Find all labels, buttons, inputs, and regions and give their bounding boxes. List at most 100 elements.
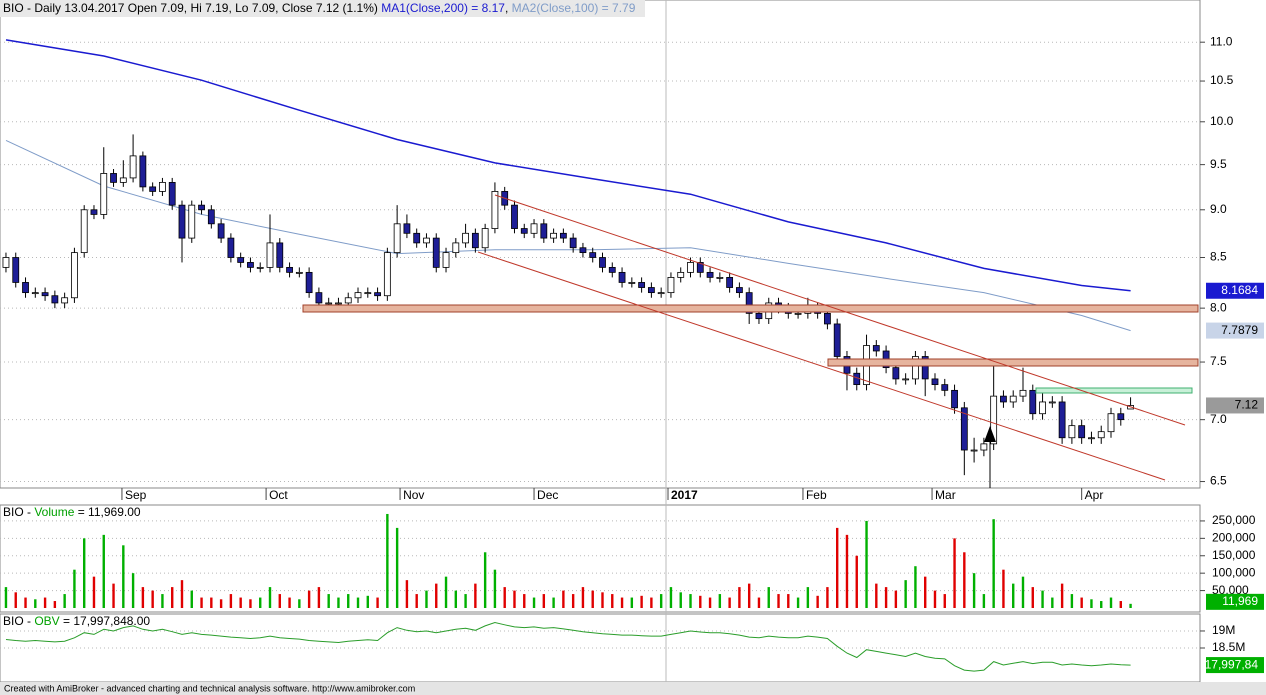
candle-body [980,443,988,451]
candle-body [325,302,333,305]
volume-bar [268,587,272,608]
candle-body [452,242,460,254]
volume-bar [493,569,497,608]
y-tick-label: 7.0 [1210,412,1227,426]
volume-bar [777,594,780,608]
candle-body [579,247,587,254]
candle-body [432,237,440,268]
candle-body [696,262,704,273]
candle-body [237,257,245,263]
x-tick-label: Mar [935,488,956,502]
volume-bar [1109,597,1113,608]
candle-body [520,228,528,234]
candle-body [80,209,88,254]
obv-name: OBV [34,614,59,628]
x-tick-label: Apr [1085,488,1104,502]
obv-title: BIO - [3,614,34,628]
candle-body [129,155,137,179]
volume-bar [816,595,819,608]
volume-bar [914,566,917,608]
candle-body [1009,395,1017,403]
volume-bar [532,597,536,608]
candle-body [902,378,910,381]
volume-bar [689,594,692,608]
candle-body [755,312,763,320]
volume-bar [347,594,350,608]
volume-bar [1119,601,1122,608]
candle-body [413,232,421,244]
candle-body [31,292,39,295]
y-tick-label: 100,000 [1212,565,1256,579]
candle-body [471,232,479,249]
candle-body [227,237,235,258]
candle-body [1000,395,1007,403]
volume-bar [200,597,203,608]
candle-body [628,282,636,284]
candle-body [198,204,205,211]
y-tick-label: 250,000 [1212,513,1256,527]
candle-body [569,237,577,249]
volume-bar [210,597,213,608]
candle-body [100,173,108,215]
y-tick-label: 8.5 [1210,250,1227,264]
candle-body [335,302,342,305]
candle-body [872,345,880,352]
volume-bar [1021,576,1025,608]
volume-bar [630,597,634,608]
candle-body [511,204,518,229]
volume-bar [699,595,702,608]
candle-body [207,209,215,225]
volume-bar [1080,597,1083,608]
candle-body [2,257,10,268]
y-tick-label: 9.5 [1210,157,1227,171]
ma-line [5,39,1131,292]
volume-bar [483,552,487,608]
candle-body [833,323,841,357]
volume-bar [43,597,47,608]
candle-body [90,209,98,215]
candle-body [403,223,411,234]
volume-bar [992,519,995,608]
candle-body [71,252,78,299]
volume-bar [924,576,927,608]
candle-body [912,356,919,380]
volume-bar [4,587,8,608]
value-tag-label: 17,997,84 [1205,657,1259,671]
vol-value: = 11,969.00 [74,505,140,519]
candle-body [892,367,900,380]
candle-body [559,232,567,239]
x-tick-label: Oct [269,488,288,502]
volume-bar [542,594,546,608]
volume-bar [571,594,575,608]
candle-body [1088,437,1095,440]
candle-body [374,292,381,297]
volume-bar [787,594,790,608]
volume-bar [239,597,242,608]
candle-body [51,295,59,304]
candle-body [1058,401,1066,439]
arrow-head [984,426,996,442]
candle-body [599,257,606,268]
volume-bar [1012,583,1015,608]
candle-body [286,266,293,273]
candle-body [295,271,303,274]
y-tick-label: 150,000 [1212,548,1256,562]
header-text: BIO - Daily 13.04.2017 Open 7.09, Hi 7.1… [3,1,378,15]
candle-body [1029,389,1037,415]
channel-lower [477,251,1166,481]
volume-bar [513,590,516,608]
candle-body [667,276,675,294]
value-tag [1206,593,1264,610]
candle-body [1117,413,1125,421]
volume-bar [552,597,555,608]
candle-body [736,287,743,294]
candle-body [550,232,557,239]
candle-body [1068,425,1076,439]
candle-body [159,181,166,192]
ma1-legend: MA1(Close,200) = 8.17 [381,1,505,15]
volume-bar [307,590,311,608]
annotations [302,194,1199,488]
obv-header: BIO - OBV = 17,997,848.00 [3,614,150,628]
candle-body [540,223,548,239]
candle-body [481,228,489,249]
